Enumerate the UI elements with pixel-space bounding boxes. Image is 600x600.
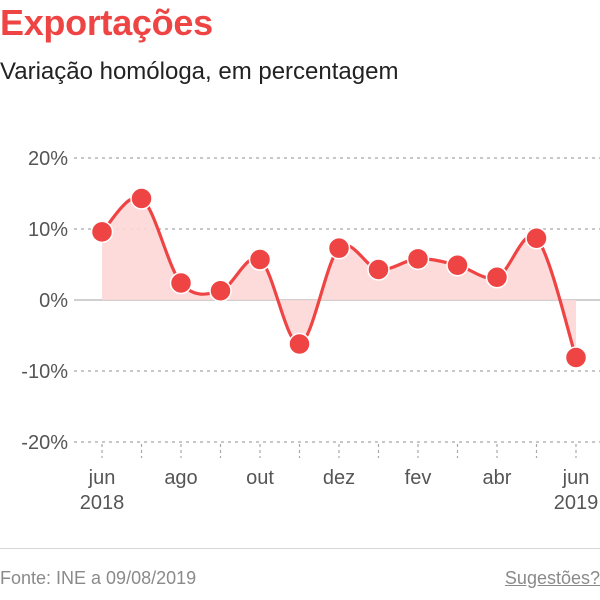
y-axis-labels: 20% 10% 0% -10% -20% bbox=[21, 148, 68, 454]
point-layer bbox=[90, 187, 588, 369]
data-point bbox=[525, 226, 548, 250]
x-tick-label: jun bbox=[88, 467, 116, 489]
suggestions-link[interactable]: Sugestões? bbox=[504, 568, 600, 588]
x-tick-label: dez bbox=[323, 467, 355, 489]
data-point bbox=[367, 258, 390, 281]
y-tick-label: 10% bbox=[28, 219, 68, 241]
y-tick-label: -10% bbox=[21, 361, 68, 383]
x-tick-label: jun bbox=[562, 467, 590, 489]
data-point bbox=[327, 236, 351, 260]
data-point bbox=[130, 187, 153, 210]
data-point bbox=[90, 220, 114, 244]
x-tick-label: fev bbox=[405, 467, 432, 489]
x-tick-label: abr bbox=[483, 467, 512, 489]
data-point bbox=[406, 247, 430, 271]
data-point bbox=[248, 248, 272, 271]
footer-divider bbox=[0, 548, 600, 549]
data-point bbox=[485, 266, 509, 289]
x-axis-labels: jun 2018 ago out dez fev abr jun 2019 bbox=[80, 467, 599, 514]
chart-title: Exportações bbox=[0, 2, 213, 43]
chart-subtitle: Variação homóloga, em percentagem bbox=[0, 58, 399, 85]
data-point bbox=[446, 253, 469, 277]
y-tick-label: -20% bbox=[21, 432, 68, 454]
data-point bbox=[169, 271, 193, 295]
x-tick-label: out bbox=[246, 467, 274, 489]
x-tick-label: 2019 bbox=[554, 492, 599, 514]
grid-layer bbox=[74, 157, 600, 458]
series-area bbox=[102, 197, 576, 358]
data-point bbox=[288, 332, 311, 356]
data-point bbox=[564, 346, 588, 369]
area-layer bbox=[102, 197, 576, 358]
y-tick-label: 0% bbox=[39, 290, 68, 312]
x-tick-label: 2018 bbox=[80, 492, 125, 514]
y-tick-label: 20% bbox=[28, 148, 68, 170]
data-point bbox=[209, 279, 232, 303]
x-tick-label: ago bbox=[164, 467, 197, 489]
source-note: Fonte: INE a 09/08/2019 bbox=[0, 568, 197, 588]
